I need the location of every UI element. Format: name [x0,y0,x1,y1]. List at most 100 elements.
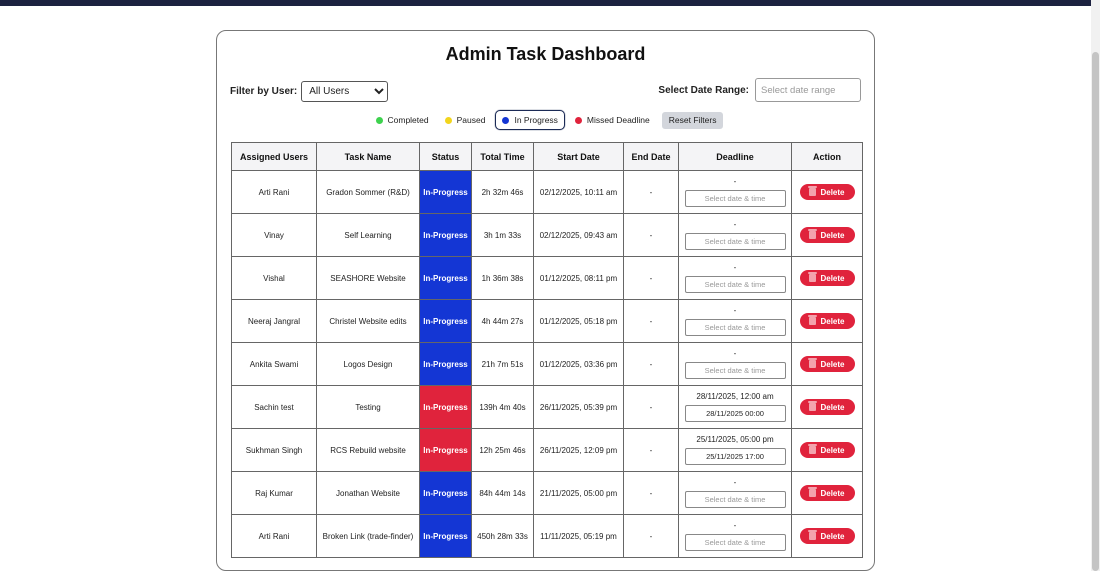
status-legend: Completed Paused In Progress Missed Dead… [217,110,874,130]
deadline-input[interactable] [684,362,786,379]
deadline-cell: - [678,213,792,257]
column-header: Task Name [316,142,420,171]
user-filter-label: Filter by User: [230,86,298,97]
action-cell: Delete [791,299,863,343]
table-row: Arti Rani Broken Link (trade-finder) In-Pr… [231,514,863,558]
date-range-filter: Select Date Range: [658,78,861,102]
start-date-cell: 02/12/2025, 09:43 am [533,213,624,257]
delete-label: Delete [820,359,845,369]
deadline-text: - [733,478,737,487]
task-name-cell: Self Learning [316,213,420,257]
end-date-cell: - [623,471,679,515]
deadline-input[interactable] [684,448,786,465]
end-date-cell: - [623,299,679,343]
table-body: Arti Rani Gradon Sommer (R&D) In-Progress 2… [231,170,863,558]
date-range-label: Select Date Range: [658,84,749,96]
legend-item-paused[interactable]: Paused [439,110,492,130]
task-name-cell: Jonathan Website [316,471,420,515]
status-cell: In-Progress [419,514,472,558]
deadline-text: - [733,263,737,272]
column-header: Start Date [533,142,624,171]
start-date-cell: 01/12/2025, 05:18 pm [533,299,624,343]
delete-label: Delete [820,531,845,541]
top-bar [0,0,1091,6]
end-date-cell: - [623,170,679,214]
trash-icon [808,444,818,454]
deadline-input[interactable] [684,276,786,293]
status-cell: In-Progress [419,428,472,472]
trash-icon [808,530,818,540]
status-cell: In-Progress [419,170,472,214]
column-header: End Date [623,142,679,171]
deadline-input[interactable] [684,233,786,250]
legend-item-completed[interactable]: Completed [370,110,435,130]
delete-button[interactable]: Delete [799,528,855,544]
delete-button[interactable]: Delete [799,270,855,286]
assigned-user-cell: Neeraj Jangral [231,299,317,343]
end-date-cell: - [623,342,679,386]
deadline-input[interactable] [684,491,786,508]
delete-button[interactable]: Delete [799,399,855,415]
table-row: Vinay Self Learning In-Progress 3h 1m 33s 02… [231,213,863,257]
delete-button[interactable]: Delete [799,184,855,200]
table-row: Vishal SEASHORE Website In-Progress 1h 36m … [231,256,863,300]
end-date-cell: - [623,256,679,300]
delete-button[interactable]: Delete [799,227,855,243]
deadline-text: - [733,177,737,186]
column-header: Total Time [471,142,534,171]
end-date-cell: - [623,385,679,429]
action-cell: Delete [791,385,863,429]
table-row: Arti Rani Gradon Sommer (R&D) In-Progress 2… [231,170,863,214]
delete-button[interactable]: Delete [799,356,855,372]
reset-filters-button[interactable]: Reset Filters [661,111,724,129]
action-cell: Delete [791,514,863,558]
deadline-input[interactable] [684,405,786,422]
deadline-cell: - [678,299,792,343]
date-range-input[interactable] [755,78,861,102]
column-header: Assigned Users [231,142,317,171]
task-name-cell: RCS Rebuild website [316,428,420,472]
table-row: Sukhman Singh RCS Rebuild website In-Progr… [231,428,863,472]
delete-label: Delete [820,187,845,197]
deadline-text: - [733,220,737,229]
deadline-cell: - [678,170,792,214]
start-date-cell: 26/11/2025, 05:39 pm [533,385,624,429]
user-filter-select[interactable]: All Users [301,81,389,102]
deadline-text: 25/11/2025, 05:00 pm [696,435,774,444]
start-date-cell: 01/12/2025, 03:36 pm [533,342,624,386]
action-cell: Delete [791,428,863,472]
task-name-cell: Christel Website edits [316,299,420,343]
scrollbar-thumb[interactable] [1092,52,1099,571]
start-date-cell: 11/11/2025, 05:19 pm [533,514,624,558]
assigned-user-cell: Vishal [231,256,317,300]
delete-button[interactable]: Delete [799,442,855,458]
paused-dot-icon [444,116,452,124]
total-time-cell: 450h 28m 33s [471,514,534,558]
assigned-user-cell: Arti Rani [231,170,317,214]
trash-icon [808,315,818,325]
legend-label: In Progress [514,115,558,125]
deadline-text: - [733,349,737,358]
deadline-input[interactable] [684,319,786,336]
deadline-input[interactable] [684,190,786,207]
trash-icon [808,229,818,239]
table-row: Neeraj Jangral Christel Website edits In-P… [231,299,863,343]
action-cell: Delete [791,256,863,300]
column-header: Deadline [678,142,792,171]
deadline-cell: - [678,514,792,558]
delete-button[interactable]: Delete [799,485,855,501]
deadline-input[interactable] [684,534,786,551]
total-time-cell: 84h 44m 14s [471,471,534,515]
legend-item-missed-deadline[interactable]: Missed Deadline [569,110,656,130]
trash-icon [808,401,818,411]
delete-button[interactable]: Delete [799,313,855,329]
legend-item-in-progress[interactable]: In Progress [495,110,565,130]
missed-deadline-dot-icon [574,116,582,124]
total-time-cell: 3h 1m 33s [471,213,534,257]
delete-label: Delete [820,445,845,455]
column-header: Action [791,142,863,171]
action-cell: Delete [791,170,863,214]
delete-label: Delete [820,273,845,283]
assigned-user-cell: Arti Rani [231,514,317,558]
deadline-cell: 25/11/2025, 05:00 pm [678,428,792,472]
